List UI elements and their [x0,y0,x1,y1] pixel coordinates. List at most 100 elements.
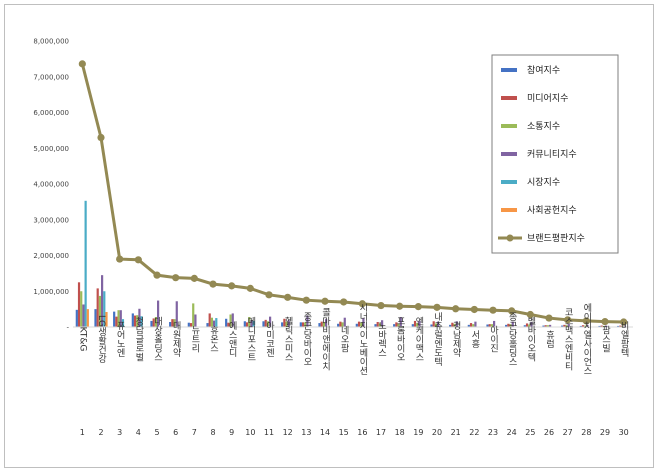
category-label: 엔케이맥스 [413,316,423,361]
legend-label-1: 참여지수 [527,64,560,76]
brand-index-point-30 [620,318,628,326]
bar-19-소통지수 [416,323,419,327]
bar-28-미디어지수 [581,325,585,327]
brand-index-point-18 [396,302,404,310]
category-label: 에이치엘사이언스 [581,303,591,375]
bar-11-소통지수 [266,321,269,327]
bar-8-시장지수 [215,318,218,327]
legend-label-6: 사회공헌지수 [527,205,577,216]
category-label: 뉴트리 [189,325,199,353]
bar-9-참여지수 [225,318,228,327]
bar-18-미디어지수 [395,322,398,327]
bar-29-참여지수 [598,325,601,327]
index-label: 19 [413,428,423,437]
bar-15-소통지수 [341,322,344,327]
index-label: 3 [117,428,122,437]
y-tick-label: 2,000,000 [33,252,69,260]
bar-15-커뮤니티지수 [343,317,346,327]
bar-12-소통지수 [285,321,288,327]
bar-16-미디어지수 [357,321,361,327]
bar-27-참여지수 [561,325,564,327]
bar-17-소통지수 [378,323,381,327]
category-label: 노바렉스 [376,321,386,357]
brand-index-point-13 [302,296,310,304]
bar-9-커뮤니티지수 [231,313,234,327]
bar-25-커뮤니티지수 [530,322,533,327]
bar-8-커뮤니티지수 [213,320,216,327]
bar-16-참여지수 [355,323,358,327]
bar-7-소통지수 [192,303,195,327]
category-label: 대원제약 [171,321,181,358]
bar-23-소통지수 [490,324,493,327]
bar-12-커뮤니티지수 [287,320,290,327]
bar-14-미디어지수 [320,321,323,327]
bar-15-미디어지수 [339,321,342,327]
bar-2-참여지수 [94,309,97,328]
bar-4-시장지수 [140,316,143,327]
bar-27-커뮤니티지수 [567,324,570,327]
bar-2-소통지수 [98,295,101,327]
brand-index-point-6 [172,274,180,282]
bar-21-소통지수 [453,323,456,327]
category-label: 아미코젠 [264,321,274,357]
brand-index-point-19 [414,303,422,311]
index-label: 17 [376,428,386,437]
bar-2-사회공헌지수 [105,311,108,327]
bar-23-커뮤니티지수 [493,320,496,327]
legend-swatch-2 [501,96,517,100]
brand-index-point-4 [134,256,142,264]
category-label: 네오팜 [339,325,349,352]
index-label: 9 [229,428,234,437]
bar-29-미디어지수 [600,325,603,327]
bar-22-미디어지수 [469,323,473,327]
bar-5-미디어지수 [152,318,155,327]
bar-7-참여지수 [187,322,190,327]
brand-index-point-25 [526,310,534,319]
bar-16-커뮤니티지수 [362,318,365,327]
bar-30-참여지수 [617,325,620,327]
bar-groups [75,200,626,328]
index-label: 28 [581,428,591,437]
bar-9-소통지수 [229,314,232,327]
bar-23-참여지수 [486,324,489,327]
index-label: 4 [136,428,141,437]
chart-frame: 8,000,000 7,000,000 6,000,000 5,000,000 4,00… [4,4,654,468]
index-label: 13 [301,428,311,437]
index-label: 23 [488,428,498,437]
brand-index-point-7 [190,274,198,282]
brand-index-point-28 [582,317,590,325]
bar-10-시장지수 [252,320,255,327]
category-label: 휴럼 [544,330,554,348]
index-label: 11 [264,428,274,437]
bar-26-참여지수 [542,325,545,327]
bar-10-커뮤니티지수 [250,320,253,327]
bar-17-참여지수 [374,324,377,327]
category-label: 아이진 [488,325,498,352]
brand-index-point-9 [228,282,236,290]
bar-9-미디어지수 [227,322,230,327]
brand-index-point-24 [508,307,516,315]
bar-14-커뮤니티지수 [325,319,328,327]
bar-8-미디어지수 [208,313,211,327]
bar-15-참여지수 [337,323,340,327]
category-label: LG생활건강 [96,315,106,363]
category-label: 벨바이오텍 [525,316,535,362]
category-label: 시너지이노베이션 [357,303,367,375]
bar-19-미디어지수 [413,320,417,327]
bar-10-소통지수 [248,316,251,327]
category-label: 헬릭스미스 [283,316,293,361]
bar-25-소통지수 [528,324,531,327]
brand-index-point-20 [433,303,441,311]
category-label: 콜마비앤에이치 [320,307,330,371]
index-label: 7 [192,428,197,437]
legend-label-4: 커뮤니티지수 [527,149,577,160]
y-tick-label: 1,000,000 [33,288,69,296]
index-label: 21 [451,428,461,437]
index-label: 20 [432,428,442,437]
bar-19-참여지수 [411,324,414,327]
category-label: 퓨어노엔 [115,321,125,357]
category-label: 내츄럴엔도텍 [432,312,442,367]
bar-25-참여지수 [523,325,526,327]
bar-11-참여지수 [262,321,265,327]
